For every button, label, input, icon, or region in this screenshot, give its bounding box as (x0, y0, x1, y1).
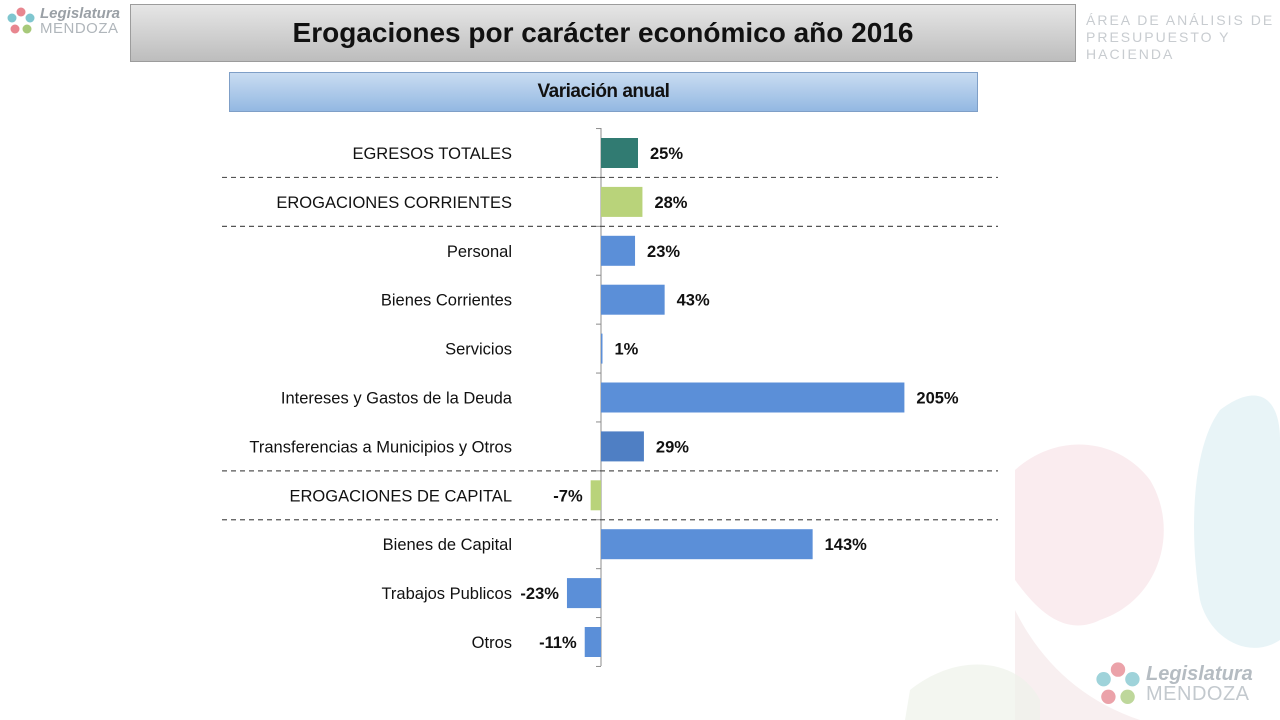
bar (601, 186, 643, 217)
page-title: Erogaciones por carácter económico año 2… (292, 17, 914, 48)
data-label: 205% (916, 390, 959, 408)
footer-logo-text-legislatura: Legislatura (1146, 663, 1253, 685)
footer-logo: Legislatura MENDOZA (1094, 660, 1253, 708)
data-label: 143% (825, 536, 868, 554)
data-label: -11% (539, 634, 577, 652)
data-label: 25% (650, 145, 683, 163)
data-label: 1% (614, 341, 638, 359)
legislatura-emblem-icon (7, 7, 35, 34)
category-label: Personal (447, 243, 512, 261)
logo-text-mendoza: MENDOZA (40, 20, 119, 37)
chart-title-bar: Variación anual (229, 72, 978, 112)
category-label: Servicios (445, 341, 512, 359)
category-label: Intereses y Gastos de la Deuda (281, 390, 513, 408)
data-label: 43% (677, 292, 710, 310)
footer-logo-text-mendoza: MENDOZA (1146, 683, 1250, 705)
area-label-line1: ÁREA DE ANÁLISIS DE (1086, 12, 1275, 28)
category-label: EGRESOS TOTALES (352, 145, 512, 163)
bar (601, 529, 813, 560)
category-label: EROGACIONES DE CAPITAL (290, 487, 513, 505)
bar (584, 627, 601, 657)
category-label: Transferencias a Municipios y Otros (249, 438, 512, 456)
data-label: 23% (647, 243, 680, 261)
bar (601, 333, 603, 364)
category-label: Trabajos Publicos (381, 585, 512, 603)
area-label: ÁREA DE ANÁLISIS DE PRESUPUESTO Y HACIEN… (1086, 12, 1276, 63)
bar (601, 235, 636, 266)
data-label: 28% (654, 194, 687, 212)
legislatura-logo: Legislatura MENDOZA (6, 6, 120, 36)
bar (601, 138, 638, 168)
category-label: EROGACIONES CORRIENTES (276, 194, 512, 212)
bar (601, 284, 665, 315)
bar (601, 431, 644, 462)
category-label: Bienes de Capital (383, 536, 512, 554)
data-label: 29% (656, 438, 689, 456)
bar (566, 578, 601, 609)
logo-text-legislatura: Legislatura (40, 5, 121, 22)
data-label: -7% (553, 487, 583, 505)
chart-title: Variación anual (537, 81, 670, 102)
bar (601, 382, 905, 413)
area-label-line2: PRESUPUESTO Y HACIENDA (1086, 29, 1231, 62)
category-label: Otros (472, 634, 512, 652)
bar (590, 480, 601, 511)
legislatura-emblem-icon (1096, 662, 1140, 704)
category-label: Bienes Corrientes (381, 292, 512, 310)
data-label: -23% (520, 585, 559, 603)
page-title-bar: Erogaciones por carácter económico año 2… (130, 4, 1076, 62)
